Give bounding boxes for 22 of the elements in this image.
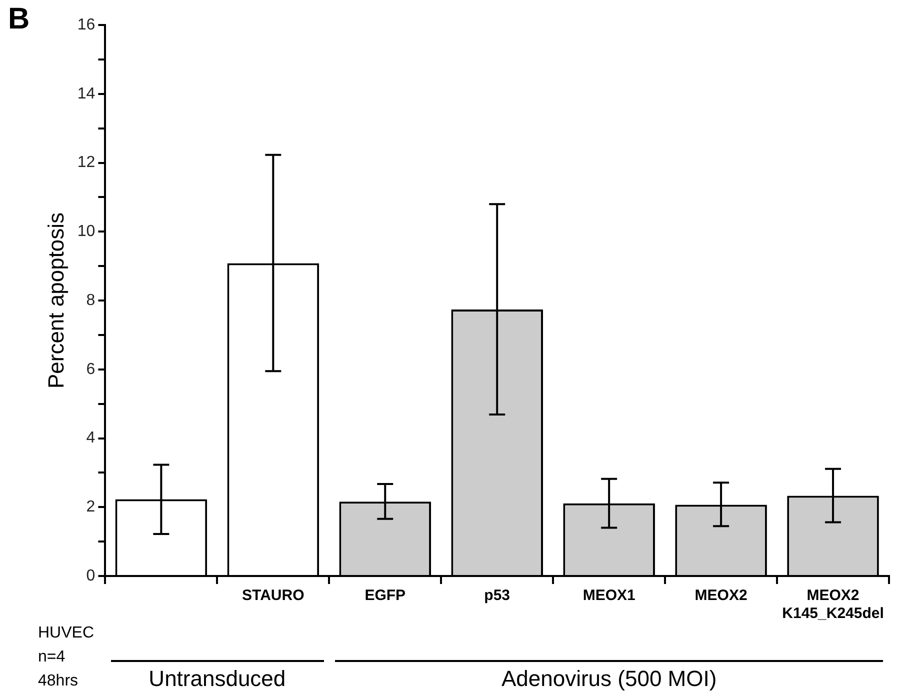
x-tick-label: MEOX2	[694, 587, 748, 604]
text: 48hrs	[38, 672, 78, 690]
y-tick-label: 12	[77, 154, 96, 172]
y-tick-label: 0	[86, 567, 96, 584]
y-axis-title: Percent apoptosis	[43, 212, 68, 389]
x-tick-label: EGFP	[364, 587, 406, 604]
y-tick-label: 14	[77, 85, 96, 102]
x-tick-label: MEOX2 K145_K245del	[782, 587, 884, 622]
y-tick-label: 8	[86, 292, 96, 309]
y-tick-label: 10	[77, 223, 96, 240]
text: HUVEC	[38, 624, 94, 642]
text: Untransduced	[148, 666, 286, 692]
y-tick-label: 16	[77, 16, 96, 34]
x-tick-label: p53	[484, 587, 510, 604]
text: Adenovirus (500 MOI)	[501, 666, 717, 692]
y-tick-label: 2	[86, 498, 96, 516]
text: n=4	[38, 648, 66, 666]
y-tick-label: 6	[86, 360, 96, 378]
y-tick-label: 4	[86, 430, 96, 447]
x-tick-label: STAURO	[242, 587, 305, 604]
text: B	[8, 2, 30, 36]
x-tick-label: MEOX1	[582, 587, 636, 604]
